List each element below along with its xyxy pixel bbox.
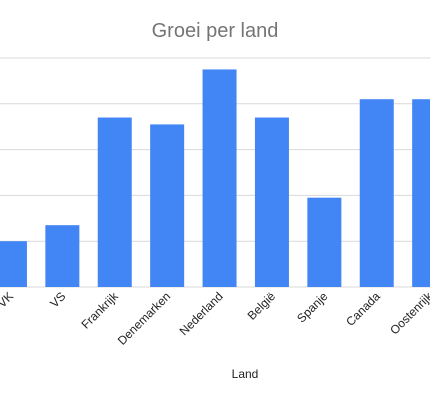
bar [307,197,342,287]
x-tick-label: Frankrijk [78,289,121,332]
x-tick-label: Oostenrijk [387,289,430,338]
x-tick-label: Nederland [177,289,226,338]
bar [254,117,289,287]
x-tick-label: Denemarken [115,289,173,347]
bar [412,99,430,287]
bar [97,117,132,287]
chart-title: Groei per land [152,20,279,42]
bar [150,124,185,287]
bar [359,99,394,287]
x-tick-label: VS [47,289,68,310]
bar [0,241,27,287]
x-tick-label: België [245,289,279,323]
bar [202,69,237,287]
bar [45,225,80,287]
x-tick-label: VK [0,289,16,310]
x-axis-label: Land [232,367,259,381]
x-tick-label: Canada [343,289,383,329]
x-tick-label: Spanje [294,289,331,326]
